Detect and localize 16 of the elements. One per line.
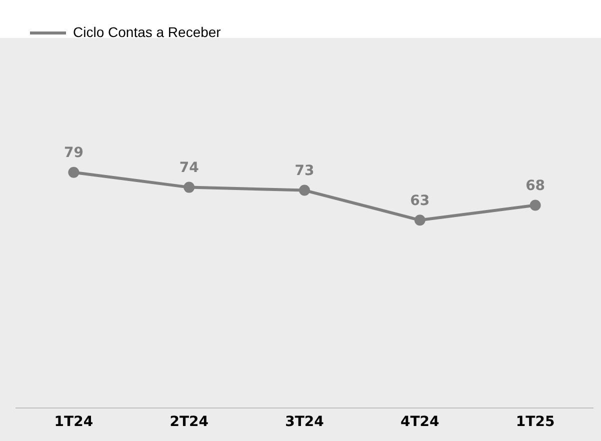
data-label: 74 (179, 160, 200, 176)
point (184, 182, 195, 193)
data-label: 79 (64, 145, 84, 162)
x-tick-label: 4T24 (400, 414, 440, 430)
x-tick-label: 2T24 (170, 414, 209, 430)
point (530, 200, 541, 211)
data-label: 63 (410, 192, 430, 209)
data-label: 68 (526, 178, 546, 194)
point (68, 166, 80, 178)
x-tick-label: 1T25 (516, 414, 555, 430)
data-label: 73 (294, 162, 314, 179)
point (299, 184, 310, 196)
x-tick-label: 3T24 (285, 414, 324, 430)
x-tick-label: 1T24 (54, 414, 94, 430)
legend-label: Ciclo Contas a Receber (73, 24, 222, 40)
point (414, 214, 426, 226)
